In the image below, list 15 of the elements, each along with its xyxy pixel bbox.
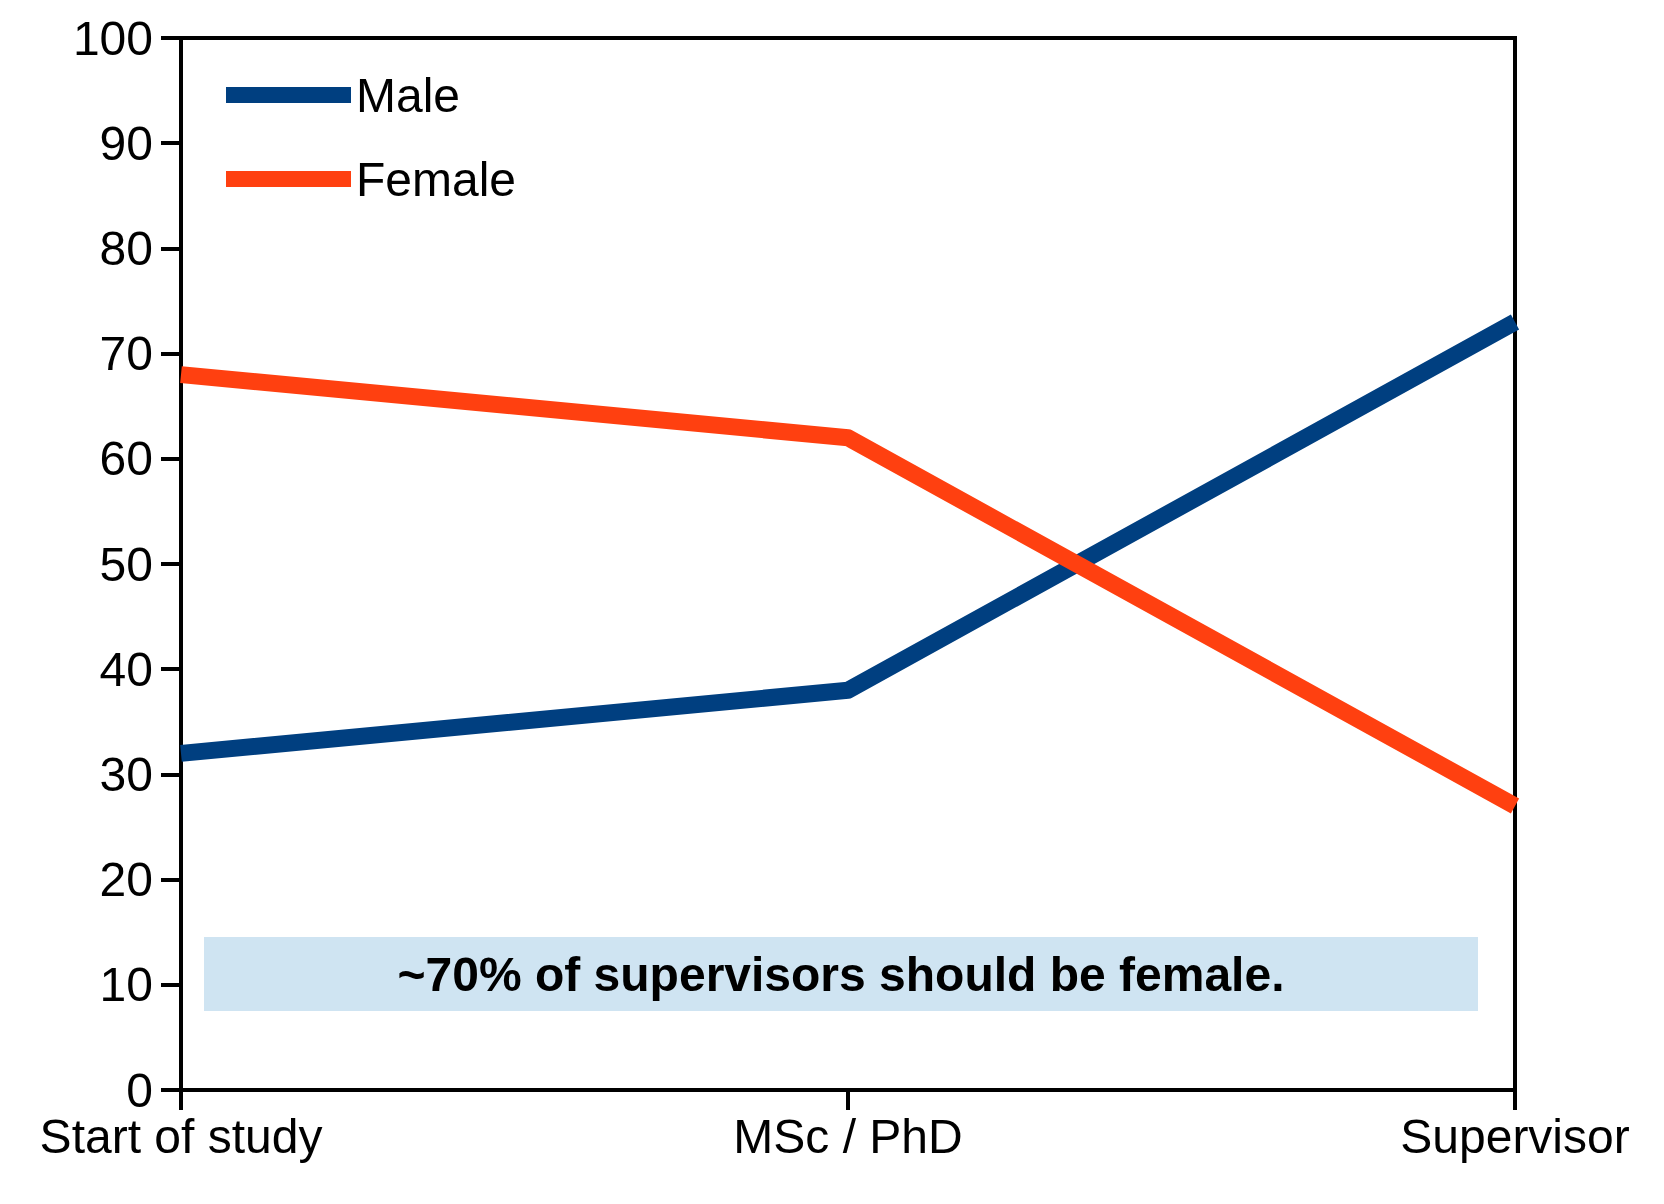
x-tick-label: MSc / PhD [733,1109,963,1163]
legend-label: Female [356,152,517,206]
note-box: ~70% of supervisors should be female. [204,937,1478,1011]
y-tick-label: 20 [99,853,153,907]
y-tick-label: 60 [99,432,153,486]
legend-label: Male [356,68,461,122]
y-tick-label: 30 [99,747,153,801]
y-tick-label: 40 [99,642,153,696]
x-tick-label: Supervisor [1400,1109,1630,1163]
y-tick-label: 80 [99,221,153,275]
y-tick-label: 70 [99,327,153,381]
y-tick-label: 10 [99,958,153,1012]
y-tick-label: 90 [99,116,153,170]
y-tick-label: 50 [99,537,153,591]
y-tick-label: 100 [72,11,153,65]
